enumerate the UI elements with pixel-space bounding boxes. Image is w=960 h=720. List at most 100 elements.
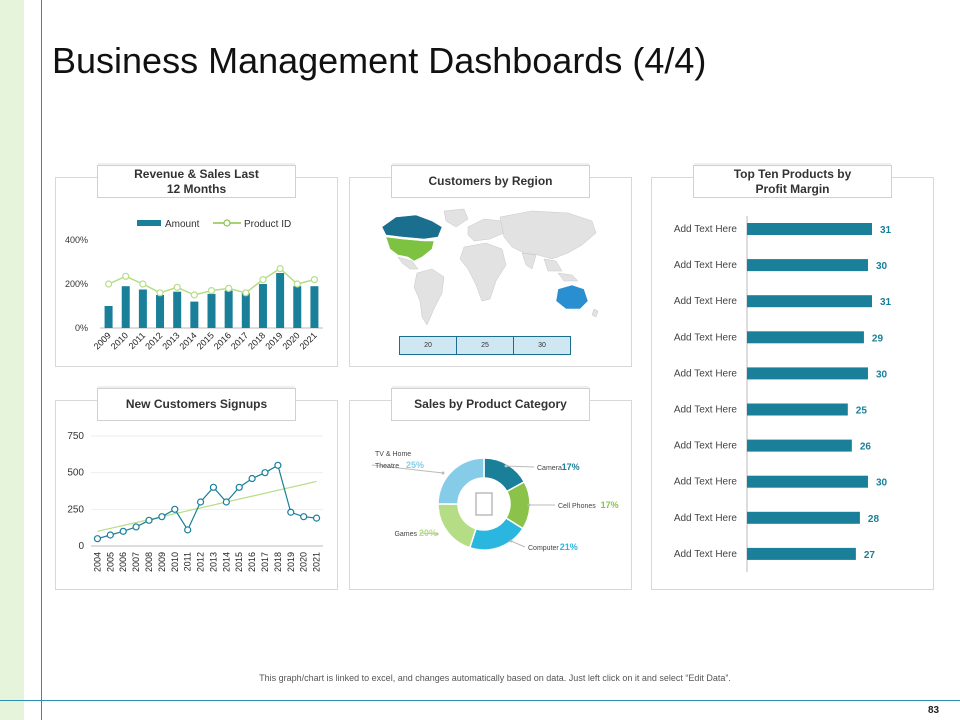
world-map[interactable] [372,205,612,330]
x-tick-label: 2011 [183,552,193,571]
map-legend-scale: 20 25 30 [399,336,571,355]
product-value-label: 26 [860,442,872,453]
product-bar [747,403,848,416]
product-label: Add Text Here [674,224,738,235]
revenue-bar [173,291,182,328]
signups-point [312,514,321,522]
x-tick-label: 2016 [212,330,233,351]
product-bar [747,511,860,524]
india-shape [521,252,537,270]
leader-dot [441,471,445,475]
mexico-shape [397,256,419,270]
product-value-label: 27 [864,550,876,561]
category-panel [349,400,632,590]
y-tick-label: 400% [65,235,88,245]
signups-point [132,523,140,531]
category-percent: 25% [406,460,424,470]
revenue-bar [258,284,267,328]
revenue-panel [55,177,338,367]
greenland-shape [443,208,469,228]
revenue-panel-title: Revenue & Sales Last 12 Months [97,165,296,198]
product-label: Add Text Here [674,549,738,560]
x-tick-label: 2019 [286,552,296,572]
x-tick-label: 2010 [109,330,130,351]
signups-point [274,461,282,469]
product-bar [747,295,872,308]
product-bar [747,331,864,344]
category-percent: 17% [562,462,580,472]
y-tick-label: 750 [67,431,84,442]
product-id-point [173,283,181,291]
x-tick-label: 2014 [221,552,231,572]
product-label: Add Text Here [674,477,738,488]
y-tick-label: 0 [78,541,84,552]
region-panel-title: Customers by Region [391,165,590,198]
x-tick-label: 2011 [127,330,148,351]
product-id-point [259,275,267,284]
category-label: Games [394,531,417,538]
se-asia-shape [543,258,563,272]
signups-point [119,527,127,535]
revenue-chart[interactable]: Amount Product ID0%200%400%20092010201120… [55,198,338,367]
x-tick-label: 2017 [260,552,270,572]
x-tick-label: 2021 [298,330,319,351]
left-accent-band [0,0,24,720]
map-legend-value: 25 [457,337,514,354]
signups-point [235,483,243,491]
y-tick-label: 250 [67,504,84,515]
map-land-gray [413,208,597,326]
y-tick-label: 500 [67,468,84,479]
product-value-label: 30 [876,369,888,380]
signups-point [145,516,153,524]
x-tick-label: 2009 [92,330,113,351]
signups-point [196,498,205,506]
product-id-point [225,284,233,293]
trend-line [97,480,317,532]
leader-line [419,532,438,535]
x-tick-label: 2007 [131,552,141,572]
product-bar [747,547,856,560]
product-value-label: 28 [868,514,880,525]
revenue-bar [241,292,250,328]
revenue-bar [207,293,216,328]
leader-dot [504,464,508,468]
canada-shape [381,214,443,240]
product-label: Add Text Here [674,332,738,343]
page-title: Business Management Dashboards (4/4) [52,40,707,81]
category-percent: 21% [560,542,578,552]
category-label: Theatre [375,463,399,470]
category-chart[interactable]: Camera 17% Cell Phones 17% Computer 21% Gam… [349,421,632,590]
top-products-chart[interactable]: Add Text Here 31 Add Text Here 30 Add Text H… [651,198,934,590]
signups-point [106,531,114,539]
product-value-label: 29 [872,333,884,344]
donut-slice [468,516,524,551]
product-value-label: 30 [876,261,888,272]
product-value-label: 25 [856,406,868,417]
category-label: Camera [537,465,562,472]
signups-point [171,505,179,513]
building-icon [475,492,493,516]
signups-point [93,535,102,543]
legend-amount-label: Amount [165,219,200,230]
revenue-bar [310,286,319,328]
bottom-divider-line [0,700,960,701]
leader-line [505,465,535,468]
product-label: Add Text Here [674,405,738,416]
product-label: Add Text Here [674,260,738,271]
legend-product-label: Product ID [244,219,291,230]
donut-slice [437,503,477,549]
product-bar [747,439,852,452]
south-america-shape [413,268,445,326]
x-tick-label: 2008 [144,552,154,572]
leader-dot [509,539,513,543]
x-tick-label: 2012 [196,552,206,572]
product-id-point [156,289,164,297]
revenue-bar [121,286,130,328]
product-value-label: 31 [880,297,892,308]
x-tick-label: 2020 [299,552,309,572]
y-tick-label: 0% [75,323,88,333]
leader-dot [527,503,531,507]
product-label: Add Text Here [674,368,738,379]
revenue-bar [276,273,285,328]
